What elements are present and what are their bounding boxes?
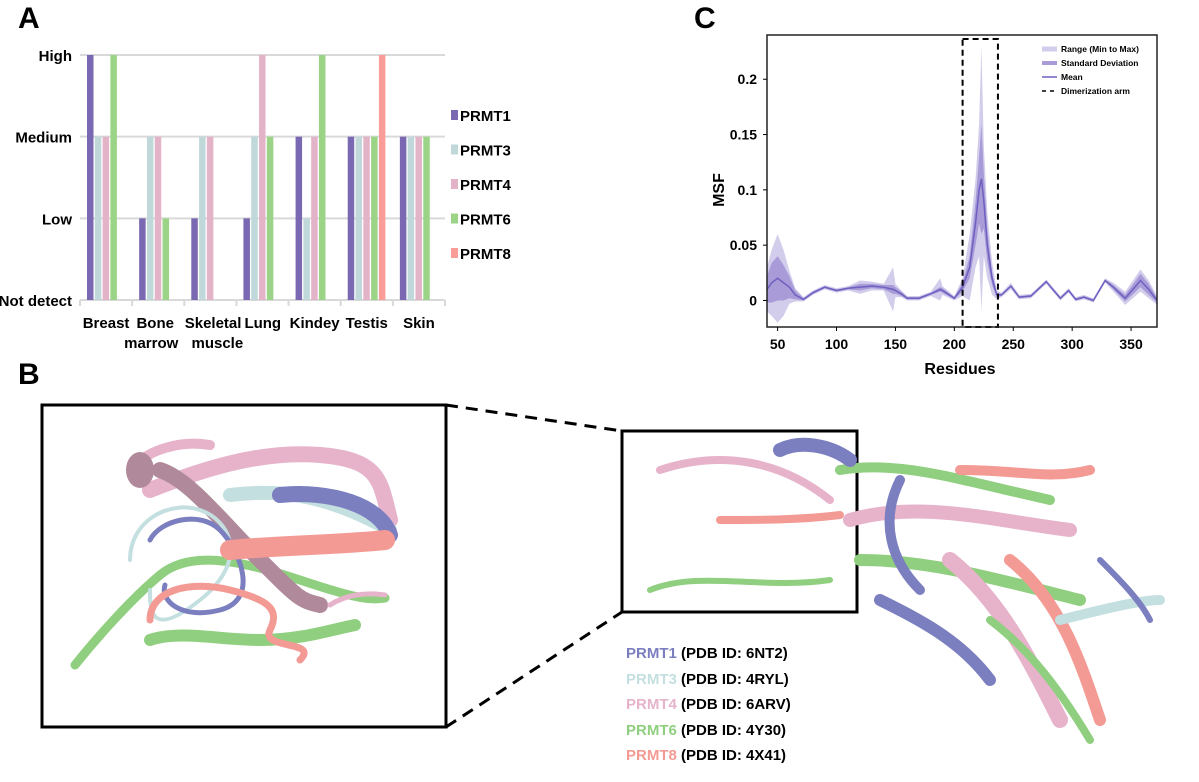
y-axis-label: MSF	[711, 173, 728, 207]
bar-prmt4	[259, 55, 266, 300]
bar-prmt3	[407, 136, 415, 300]
x-tick-label: 100	[825, 336, 849, 352]
range-band	[767, 46, 1157, 323]
bar-prmt6	[266, 136, 274, 300]
legend-label: Range (Min to Max)	[1061, 44, 1139, 54]
panel-label-a: A	[18, 2, 40, 35]
protein-name: PRMT1	[626, 645, 677, 662]
protein-name: PRMT6	[626, 721, 677, 739]
x-tick-label: Kindey	[290, 315, 341, 332]
legend-swatch	[451, 110, 458, 120]
legend-swatch	[451, 213, 458, 224]
full-structure	[647, 437, 1165, 744]
bar-prmt4	[102, 136, 110, 300]
bar-prmt4	[363, 136, 370, 300]
y-tick-label: 0.1	[738, 182, 758, 198]
y-tick-label: High	[39, 48, 72, 65]
bar-prmt4	[206, 136, 214, 300]
legend-swatch	[451, 179, 458, 189]
x-tick-label: muscle	[192, 335, 244, 352]
bar-prmt3	[303, 218, 310, 300]
y-tick-label: 0.15	[730, 127, 757, 143]
bar-prmt6	[423, 136, 430, 300]
x-tick-label: 150	[884, 336, 908, 352]
legend-label: PRMT8	[460, 246, 511, 263]
bar-prmt4	[311, 136, 318, 300]
legend-label: PRMT6	[460, 212, 511, 229]
bar-prmt1	[191, 218, 198, 300]
bar-prmt3	[251, 136, 258, 300]
bar-prmt3	[94, 136, 102, 300]
legend-label: Dimerization arm	[1061, 86, 1130, 96]
bar-prmt4	[154, 136, 162, 300]
x-axis-label: Residues	[924, 361, 995, 378]
y-tick-label: Medium	[15, 130, 72, 147]
bar-prmt4	[415, 136, 422, 300]
x-tick-label: Testis	[346, 315, 388, 332]
x-tick-label: 300	[1060, 336, 1084, 352]
bar-prmt1	[243, 218, 250, 300]
bar-prmt3	[199, 136, 206, 300]
bar-prmt6	[371, 136, 378, 300]
y-tick-label: Not detect	[0, 293, 72, 310]
y-tick-label: Low	[42, 211, 72, 228]
panel-label-c: C	[694, 2, 716, 35]
bar-prmt3	[146, 136, 154, 300]
x-tick-label: Skin	[403, 315, 435, 332]
legend-swatch	[451, 248, 458, 258]
pdb-id: (PDB ID: 4Y30)	[681, 721, 787, 739]
plot-frame	[766, 34, 1158, 328]
mean-line	[766, 178, 1158, 302]
legend-label: PRMT3	[460, 143, 511, 160]
structure-legend-item: PRMT3 (PDB ID: 4RYL)	[626, 667, 791, 693]
bar-prmt1	[347, 136, 355, 300]
y-tick-label: 0	[749, 292, 757, 308]
x-tick-label: 250	[1002, 336, 1026, 352]
x-tick-label: 50	[770, 336, 786, 352]
bar-prmt1	[87, 55, 94, 300]
inset-zoom-box	[40, 403, 623, 729]
protein-name: PRMT3	[626, 670, 677, 688]
pdb-id: (PDB ID: 6ARV)	[681, 696, 791, 713]
structure-legend-item: PRMT1 (PDB ID: 6NT2)	[626, 641, 791, 667]
x-tick-label: marrow	[124, 335, 179, 352]
pdb-id: (PDB ID: 4RYL)	[681, 670, 789, 688]
x-tick-label: Skeletal	[185, 315, 242, 332]
bar-prmt6	[162, 218, 170, 300]
legend-label: PRMT4	[460, 177, 511, 194]
pdb-id: (PDB ID: 6NT2)	[681, 645, 788, 662]
bar-prmt1	[295, 136, 303, 300]
x-tick-label: Lung	[244, 315, 281, 332]
bar-prmt6	[110, 55, 117, 300]
tissue-expression-bar-chart: Not detect Low Medium High Breast Bone marrow S…	[0, 48, 511, 352]
bar-prmt8	[378, 55, 386, 300]
x-tick-label: Breast	[83, 315, 130, 332]
protein-name: PRMT8	[626, 747, 677, 764]
structure-legend-item: PRMT6 (PDB ID: 4Y30)	[626, 718, 791, 744]
pdb-id: (PDB ID: 4X41)	[681, 747, 787, 764]
protein-name: PRMT4	[626, 696, 677, 713]
bar-prmt6	[318, 55, 326, 300]
x-tick-label: 350	[1119, 336, 1143, 352]
bar-prmt3	[355, 136, 363, 300]
x-tick-label: Bone	[136, 315, 174, 332]
structure-legend: PRMT1 (PDB ID: 6NT2) PRMT3 (PDB ID: 4RYL…	[626, 641, 791, 769]
bar-prmt1	[399, 136, 407, 300]
msf-line-chart: 50 100 150 200 250 300 350 0 0.05 0.1 0.15 0.2 Resid…	[711, 34, 1158, 378]
structure-legend-item: PRMT8 (PDB ID: 4X41)	[626, 743, 791, 769]
panel-label-b: B	[18, 358, 40, 391]
y-tick-label: 0.2	[738, 71, 758, 87]
legend-label: Mean	[1061, 72, 1083, 82]
legend-label: PRMT1	[460, 108, 511, 125]
y-tick-label: 0.05	[730, 237, 757, 253]
legend-swatch	[451, 144, 458, 155]
bar-prmt1	[139, 218, 146, 300]
legend-label: Standard Deviation	[1061, 58, 1138, 68]
structure-legend-item: PRMT4 (PDB ID: 6ARV)	[626, 692, 791, 718]
x-tick-label: 200	[943, 336, 967, 352]
